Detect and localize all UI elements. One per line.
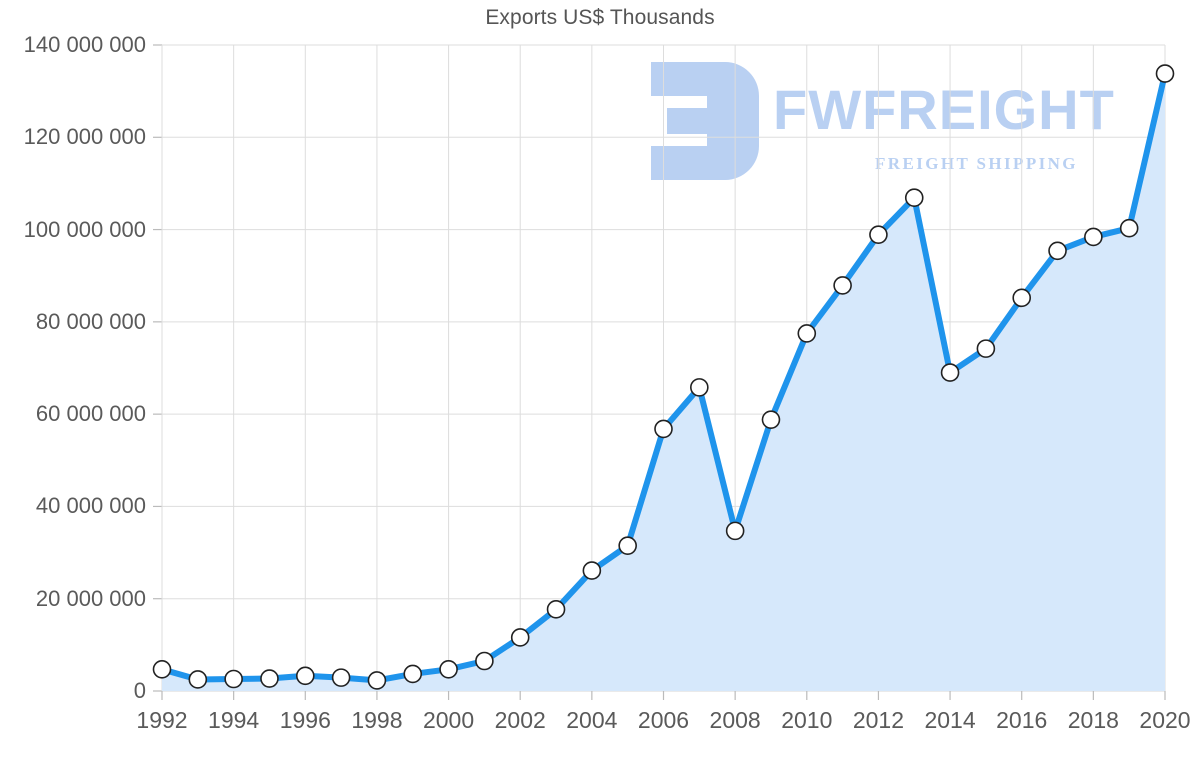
data-point-marker[interactable] [976,339,996,358]
data-point-marker[interactable] [152,660,172,679]
y-axis-tick-label: 0 [133,678,146,703]
data-point-marker[interactable] [295,666,315,686]
data-point-marker[interactable] [725,521,745,541]
y-axis-tick-label: 20 000 000 [35,585,146,611]
x-axis-tick-label: 1992 [136,707,188,733]
data-point-marker[interactable] [510,628,530,647]
area-path [162,73,1165,692]
data-point-marker[interactable] [224,669,243,689]
data-point-marker[interactable] [904,188,924,208]
chart-title: Exports US$ Thousands [485,6,715,29]
x-axis-tick-label: 1996 [279,707,331,733]
data-markers [152,64,1175,690]
x-axis-tick-label: 2014 [924,707,976,733]
data-point-marker[interactable] [797,324,817,343]
data-point-marker[interactable] [582,561,602,580]
data-point-marker[interactable] [869,225,888,244]
data-point-marker[interactable] [475,651,494,671]
data-point-marker[interactable] [260,669,279,688]
x-axis-tick-label: 2010 [781,707,833,733]
x-axis-tick-label: 1994 [208,707,260,733]
data-point-marker[interactable] [654,419,673,439]
data-point-marker[interactable] [690,378,709,397]
data-point-marker[interactable] [1048,241,1067,261]
data-point-marker[interactable] [833,276,852,295]
x-axis-tick-label: 2020 [1139,707,1191,733]
y-axis-tick-label: 120 000 000 [23,124,146,150]
x-axis-tick-label: 1998 [351,707,403,733]
data-point-marker[interactable] [331,668,351,687]
data-point-marker[interactable] [1012,288,1032,308]
data-point-marker[interactable] [188,670,208,689]
y-axis-tick-label: 60 000 000 [35,401,146,427]
y-axis-tick-label: 80 000 000 [35,308,146,334]
x-axis-tick-label: 2000 [422,707,475,733]
data-point-marker[interactable] [940,363,960,382]
data-point-marker[interactable] [546,600,566,619]
data-point-marker[interactable] [761,410,781,429]
x-axis-tick-label: 2004 [566,707,618,733]
data-point-marker[interactable] [1155,64,1175,83]
x-axis-tick-label: 2018 [1067,707,1119,733]
data-point-marker[interactable] [403,664,423,684]
data-point-marker[interactable] [367,671,387,690]
x-axis-tick-label: 2002 [494,707,546,733]
area-fill [162,73,1165,692]
data-point-marker[interactable] [439,660,458,679]
x-axis-tick-label: 2016 [996,707,1048,733]
data-point-marker[interactable] [1119,218,1139,238]
x-axis-tick-label: 2008 [709,707,761,733]
x-axis-tick-label: 2012 [852,707,905,733]
data-point-marker[interactable] [618,536,637,555]
y-axis-tick-label: 100 000 000 [23,216,146,242]
y-axis-tick-label: 140 000 000 [23,32,146,57]
x-axis-tick-label: 2006 [637,707,690,733]
data-point-marker[interactable] [1084,227,1103,247]
y-axis-tick-label: 40 000 000 [35,493,146,519]
